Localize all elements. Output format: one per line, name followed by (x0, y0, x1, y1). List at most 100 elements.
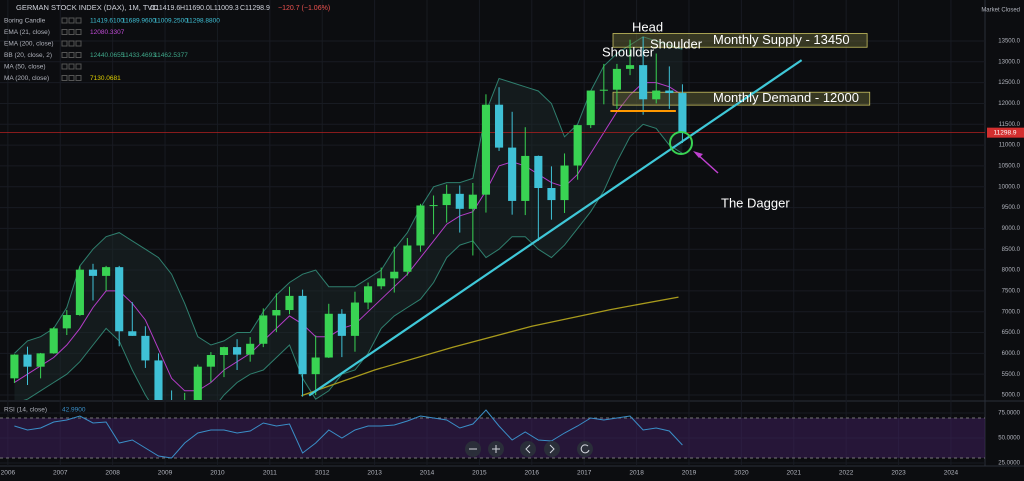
x-tick-label: 2023 (891, 470, 906, 477)
candle-body (560, 165, 569, 201)
indicator-button (75, 40, 82, 47)
candle-body (259, 315, 268, 344)
indicator-button (61, 17, 68, 24)
y-tick-label: 25.0000 (998, 461, 1020, 467)
candle-body (377, 278, 386, 287)
x-tick-label: 2006 (1, 470, 16, 477)
indicator-value: 7130.0681 (90, 75, 121, 82)
candle-body (573, 125, 582, 166)
candle-body (508, 147, 517, 201)
indicator-value: 11009.2500 (154, 18, 188, 25)
rsi-title: RSI (14, close) (4, 407, 47, 414)
x-tick-label: 2014 (420, 470, 435, 477)
indicator-button (61, 29, 68, 35)
candle-body (285, 295, 294, 311)
candle-body (233, 347, 242, 355)
candle-body (390, 271, 399, 279)
scroll-right[interactable] (544, 441, 560, 457)
candle-body (639, 65, 648, 100)
x-tick-label: 2022 (839, 470, 854, 477)
indicator-value: 11433.4693 (122, 52, 156, 59)
y-tick-label: 5000.0 (1002, 393, 1021, 399)
candle-body (75, 269, 84, 316)
indicator-name: EMA (21, close) (4, 29, 50, 36)
indicator-button (75, 52, 82, 58)
x-tick-label: 2010 (210, 470, 225, 477)
dagger-label: The Dagger (721, 195, 790, 210)
candle-body (141, 335, 150, 361)
candle-body (219, 347, 229, 356)
candle-body (88, 269, 98, 276)
candle-body (416, 205, 425, 246)
candle-body (102, 267, 111, 276)
candle-body (494, 104, 504, 148)
indicator-line (14, 82, 683, 392)
bollinger-fill (14, 36, 683, 400)
indicator-button (61, 75, 68, 81)
last-price-label: 11298.9 (993, 129, 1016, 136)
x-tick-label: 2024 (944, 470, 959, 477)
y-tick-label: 10500.0 (998, 164, 1020, 170)
scroll-left[interactable] (520, 441, 536, 457)
indicator-button (61, 40, 68, 47)
indicator-button (68, 75, 75, 81)
trendline (308, 59, 803, 397)
candle-body (612, 68, 621, 90)
zone (612, 33, 868, 48)
zone-label: Monthly Supply - 13450 (713, 32, 850, 47)
head-label: Head (632, 19, 663, 34)
x-tick-label: 2021 (787, 470, 802, 477)
indicator-button (61, 63, 68, 70)
labels: 2006 2007 2008 2009 2010 2011 2012 2013 2014 2015… (1, 32, 1024, 477)
indicator-name: MA (50, close) (4, 64, 46, 71)
y-tick-label: 13500.0 (998, 39, 1020, 45)
candle-body (468, 194, 477, 209)
zoom-controls (465, 441, 593, 457)
indicator-button (68, 52, 75, 58)
y-tick-label: 11000.0 (999, 143, 1021, 149)
y-tick-label: 5500.0 (1002, 372, 1021, 378)
indicator-button (68, 17, 75, 24)
candle-body (364, 286, 373, 303)
candle-body (665, 90, 674, 94)
candle-body (429, 205, 438, 207)
indicator-button (75, 75, 82, 81)
y-tick-label: 6500.0 (1002, 330, 1021, 336)
x-tick-label: 2018 (629, 470, 644, 477)
y-tick-label: 6000.0 (1002, 351, 1021, 357)
candle-body (23, 354, 32, 367)
indicator-value: 12080.3307 (90, 29, 125, 36)
indicator-button (68, 63, 75, 70)
candle-body (625, 65, 635, 69)
y-tick-label: 50.0000 (998, 436, 1020, 442)
zone (612, 91, 871, 106)
shoulder-label: Shoulder (650, 36, 703, 51)
rsi-value: 42.9900 (62, 407, 86, 414)
candle-body (521, 155, 530, 201)
x-tick-label: 2017 (577, 470, 592, 477)
arrow-head (693, 151, 703, 158)
candle-body (586, 90, 595, 126)
x-tick-label: 2008 (105, 470, 120, 477)
dagger-arrow (696, 153, 719, 174)
candle-body (272, 310, 281, 316)
y-tick-label: 7000.0 (1002, 309, 1021, 315)
last-price-tag (987, 127, 1024, 138)
indicator-legend: Boring Candle 11419.610011689.960011009.2… (4, 17, 220, 82)
candle-body (599, 89, 608, 91)
indicator-button (61, 52, 68, 58)
candle-body (324, 313, 333, 358)
icon (525, 444, 531, 454)
indicator-value: 12440.0655 (90, 52, 125, 59)
candle-body (62, 315, 71, 329)
icon (492, 445, 500, 453)
candle-body (206, 355, 215, 367)
reset[interactable] (577, 441, 593, 457)
candle-body (455, 193, 464, 209)
indicator-value: 11419.6100 (90, 18, 124, 25)
indicator-name: MA (200, close) (4, 75, 49, 82)
price-pane (0, 33, 985, 400)
x-tick-label: 2016 (525, 470, 540, 477)
